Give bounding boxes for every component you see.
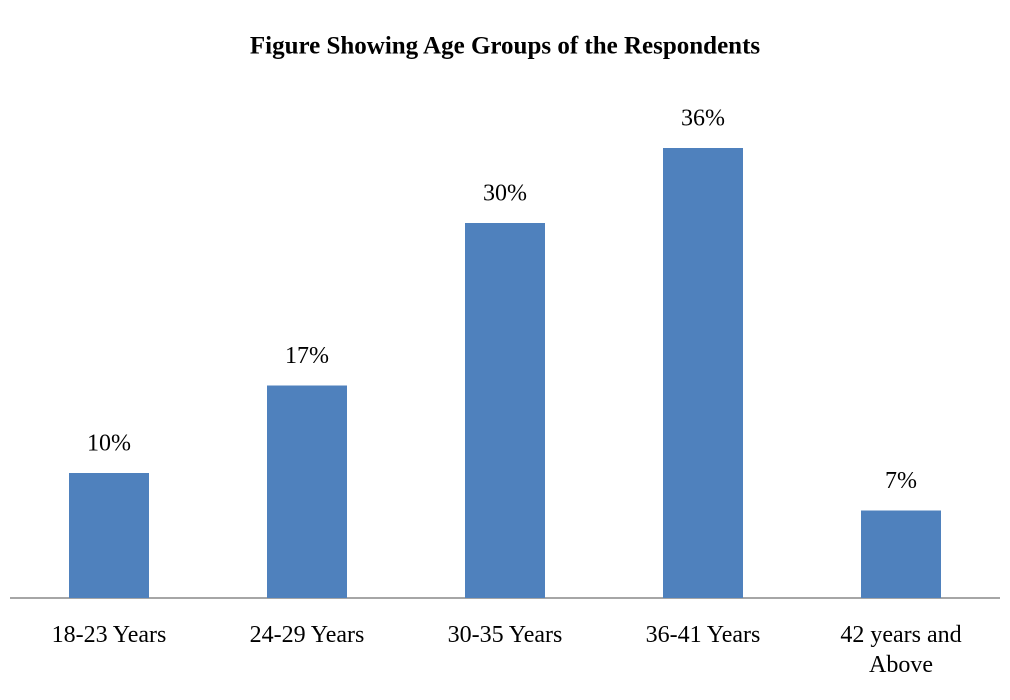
- bar: [465, 223, 545, 598]
- bar: [69, 473, 149, 598]
- data-label: 30%: [483, 181, 527, 207]
- data-label: 36%: [681, 106, 725, 132]
- chart-title: Figure Showing Age Groups of the Respond…: [250, 33, 761, 60]
- bar: [267, 385, 347, 598]
- x-tick-label: 24-29 Years: [249, 622, 365, 648]
- x-tick-label: 42 years and Above: [840, 622, 962, 678]
- data-label: 10%: [87, 431, 131, 457]
- bar: [663, 148, 743, 598]
- x-tick-label: 18-23 Years: [51, 622, 167, 648]
- x-tick-label: 30-35 Years: [447, 622, 563, 648]
- bar: [861, 510, 941, 598]
- data-label: 7%: [885, 468, 917, 494]
- x-tick-label: 36-41 Years: [645, 622, 761, 648]
- data-label: 17%: [285, 343, 329, 369]
